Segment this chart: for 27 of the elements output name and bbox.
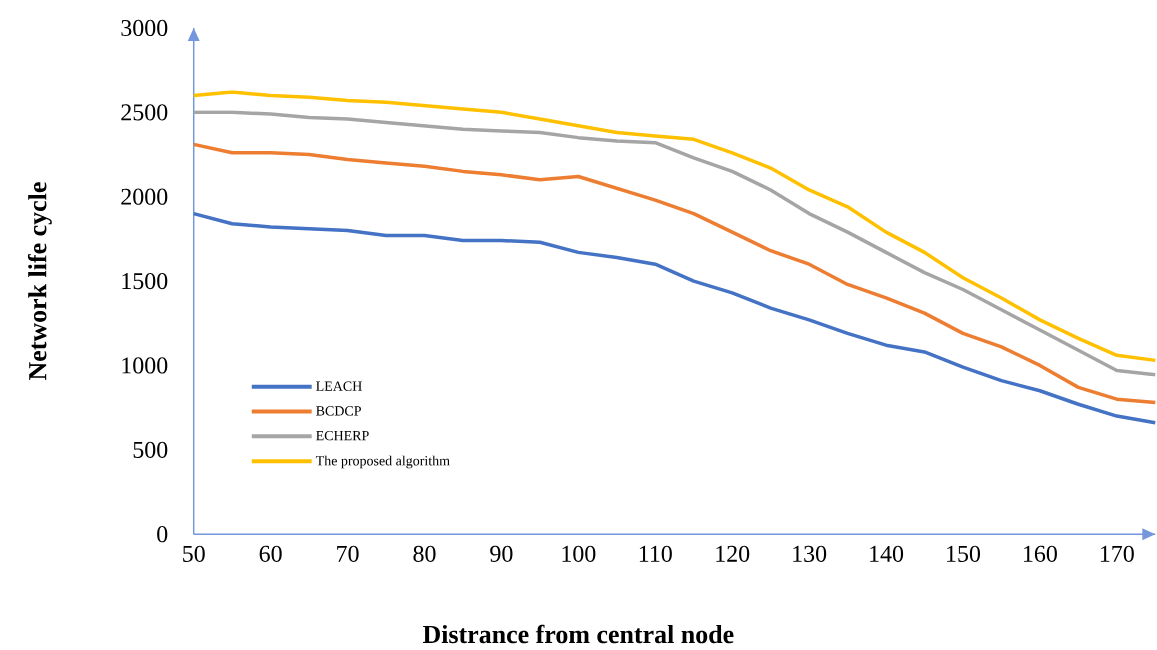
y-tick-label: 500	[133, 441, 168, 458]
y-tick-label: 0	[157, 526, 168, 543]
x-tick-label: 50	[183, 545, 205, 562]
legend-label: The proposed algorithm	[315, 455, 450, 469]
x-axis-title: Distrance from central node	[422, 624, 734, 644]
x-tick-label: 140	[870, 545, 904, 562]
x-tick-label: 150	[947, 545, 981, 562]
legend-label: ECHERP	[316, 430, 369, 441]
x-tick-label: 80	[413, 545, 436, 562]
x-tick-label: 90	[490, 545, 513, 562]
y-axis-title: Network life cycle	[27, 182, 52, 381]
y-tick-label: 2500	[121, 104, 168, 121]
legend-label: BCDCP	[316, 406, 361, 416]
y-tick-label: 1000	[122, 357, 168, 374]
line-series	[191, 211, 1157, 425]
x-tick-label: 110	[639, 545, 672, 562]
x-tick-label: 100	[562, 545, 596, 562]
x-tick-label: 130	[793, 545, 827, 562]
x-tick-label: 70	[337, 545, 359, 562]
x-tick-label: 170	[1100, 545, 1134, 562]
legend-label: LEACH	[316, 381, 362, 391]
y-tick-label: 1500	[122, 272, 168, 290]
x-tick-label: 120	[716, 545, 750, 562]
x-tick-label: 60	[259, 545, 282, 562]
y-tick-label: 2000	[121, 188, 168, 205]
x-tick-label: 160	[1024, 545, 1057, 562]
y-tick-label: 3000	[121, 19, 168, 37]
